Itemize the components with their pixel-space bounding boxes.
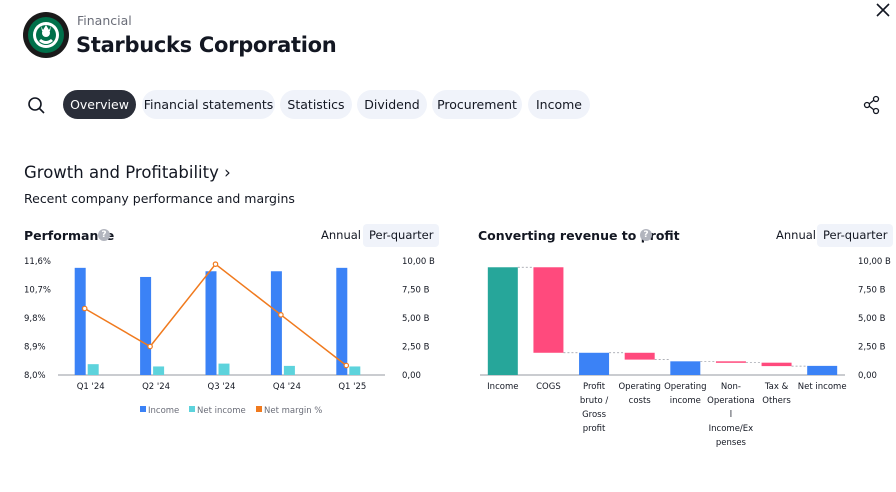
right-tick-label: 10,00 B [402,257,435,267]
legend-label: Net margin % [264,406,322,416]
x-tick-label: COGS [536,382,561,392]
x-tick-label: Profit [583,382,606,392]
waterfall-bar [670,361,701,375]
right-tick-label: 0,00 [858,371,877,381]
waterfall-bar [579,352,610,375]
net-income-bar [283,365,295,375]
performance-help-icon[interactable]: ? [98,229,110,241]
right-tick-label: 2,50 B [858,343,886,353]
search-icon [28,97,45,114]
share-icon [863,95,880,115]
company-logo [23,12,69,58]
net-margin-point [212,261,219,267]
legend-swatch [256,406,262,412]
section-subtitle: Recent company performance and margins [24,191,295,206]
tab-dividend[interactable]: Dividend [357,90,427,119]
legend-swatch [189,406,195,412]
x-tick-label: Net income [798,382,847,392]
net-margin-point [343,362,350,369]
waterfall-bar [761,362,792,367]
right-tick-label: 0,00 [402,371,421,381]
left-tick-label: 8,9% [24,343,46,353]
waterfall-bar [624,352,655,360]
converting-toggle-annual[interactable]: Annual [776,228,816,242]
waterfall-bar [807,365,838,375]
performance-toggle-annual[interactable]: Annual [321,228,361,242]
left-tick-label: 10,7% [24,286,51,296]
x-tick-label: penses [716,438,747,448]
waterfall-bar [487,267,518,375]
tab-statistics[interactable]: Statistics [280,90,352,119]
x-tick-label: Income [487,382,518,392]
legend-swatch [140,406,146,412]
company-name: Starbucks Corporation [76,33,337,57]
section-title[interactable]: Growth and Profitability › [24,163,231,182]
x-tick-label: profit [583,424,606,434]
left-tick-label: 11,6% [24,257,51,267]
starbucks-siren-logo-icon [28,17,64,53]
net-income-bar [87,364,99,375]
converting-toggle-per-quarter[interactable]: Per-quarter [817,224,894,247]
x-tick-label: Operating [664,382,707,392]
left-tick-label: 9,8% [24,314,46,324]
converting-title: Converting revenue to profit [478,228,680,243]
x-tick-label: Operationa [707,396,755,406]
x-tick-label: Q1 '24 [77,382,105,392]
legend-label: Net income [197,406,246,416]
x-tick-label: Non- [721,382,741,392]
search-button[interactable] [21,90,51,120]
x-tick-label: Q3 '24 [208,382,236,392]
converting-revenue-chart: 10,00 B 7,50 B 5,00 B 2,50 B 0,00 Income COGS P… [480,257,891,448]
waterfall-bar [533,267,564,353]
tab-procurement[interactable]: Procurement [432,90,522,119]
performance-toggle-per-quarter[interactable]: Per-quarter [363,224,440,247]
left-tick-label: 8,0% [24,371,46,381]
x-tick-label: Q1 '25 [338,382,366,392]
right-tick-label: 10,00 B [858,257,891,267]
tab-income[interactable]: Income [528,90,590,119]
income-bar [336,267,348,375]
performance-title: Performance [24,228,115,243]
x-tick-label: Tax & [764,382,789,392]
x-tick-label: Operating [618,382,661,392]
share-button[interactable] [860,93,884,117]
tab-financial-statements[interactable]: Financial statements [142,90,275,119]
x-tick-label: bruto / [580,396,609,406]
net-margin-point [81,305,88,312]
right-tick-label: 5,00 B [402,314,430,324]
income-bar [140,276,152,375]
right-tick-label: 7,50 B [858,286,886,296]
x-tick-label: Q4 '24 [273,382,301,392]
x-tick-label: l [730,410,732,420]
tab-overview[interactable]: Overview [63,90,136,119]
x-tick-label: Gross [582,410,607,420]
right-tick-label: 7,50 B [402,286,430,296]
net-margin-point [147,343,153,350]
net-income-bar [349,366,361,375]
x-tick-label: Income/Ex [709,424,754,434]
x-tick-label: Q2 '24 [142,382,170,392]
x-tick-label: costs [629,396,652,406]
category-label: Financial [77,13,132,28]
waterfall-bar [715,361,746,363]
converting-help-icon[interactable]: ? [640,229,652,241]
x-tick-label: Others [762,396,791,406]
close-button[interactable] [872,0,894,22]
performance-chart: 11,6% 10,7% 9,8% 8,9% 8,0% 10,00 B 7,50 B 5,00 … [24,257,435,416]
income-bar [205,271,217,375]
net-income-bar [153,366,165,375]
income-bar [74,267,86,375]
right-tick-label: 5,00 B [858,314,886,324]
right-tick-label: 2,50 B [402,343,430,353]
x-tick-label: income [670,396,701,406]
income-bar [270,271,282,375]
net-income-bar [218,363,230,375]
close-icon [876,3,890,17]
legend-label: Income [148,406,179,416]
net-margin-point [278,312,284,318]
